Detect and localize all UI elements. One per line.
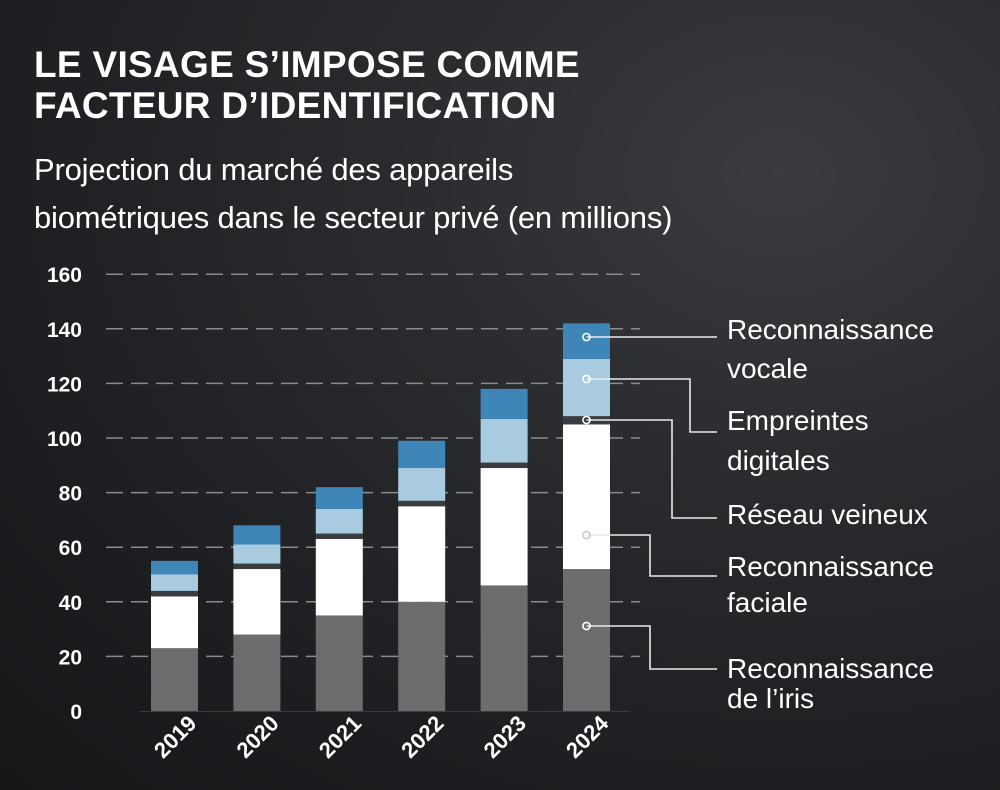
bar-2020-empreintes-digitales	[233, 544, 281, 564]
bar-2024-reconnaissance-de-l-iris	[563, 569, 610, 711]
bar-2023-empreintes-digitales	[480, 418, 528, 463]
bar-2021-empreintes-digitales	[315, 508, 363, 534]
chart-subtitle: Projection du marché des appareils biomé…	[34, 146, 672, 242]
y-axis: 0 20 40 60 80 100 120 140 160	[47, 264, 82, 724]
x-tick-label-2021: 2021	[314, 711, 366, 763]
y-tick-label-160: 160	[47, 264, 82, 287]
bar-2022-reconnaissance-vocale	[398, 440, 446, 469]
bar-stack-2020	[233, 525, 281, 711]
bar-stack-2024	[563, 323, 610, 711]
y-tick-label-40: 40	[59, 592, 82, 615]
bar-2021-reseau-veineux	[315, 533, 363, 540]
legend-label: Reconnaissance	[727, 653, 934, 684]
legend-leader-line	[586, 419, 717, 519]
chart-title-line-1: LE VISAGE S’IMPOSE COMME	[34, 44, 580, 85]
legend-label: faciale	[727, 587, 808, 618]
bar-2024-empreintes-digitales	[563, 358, 610, 417]
legend-leader-line	[586, 378, 717, 433]
bar-2020-reconnaissance-vocale	[233, 525, 281, 545]
bar-2019-reconnaissance-faciale	[151, 596, 198, 649]
y-tick-label-20: 20	[59, 646, 82, 669]
bar-stack-2023	[480, 388, 528, 711]
legend-leader-dot	[582, 621, 591, 631]
chart-title-line-2: FACTEUR D’IDENTIFICATION	[34, 85, 557, 126]
bar-2021-reconnaissance-faciale	[315, 539, 363, 616]
y-tick-label-100: 100	[47, 428, 82, 451]
legend-label: Empreintes	[727, 405, 869, 436]
legend-item-reconnaissance-faciale: Reconnaissance faciale	[582, 530, 934, 618]
y-tick-label-120: 120	[47, 373, 82, 396]
y-tick-label-80: 80	[59, 483, 82, 506]
legend-leader-dot	[582, 374, 591, 384]
x-tick-label-2022: 2022	[396, 711, 448, 763]
chart-subtitle-line-1: Projection du marché des appareils	[34, 152, 514, 187]
bar-2019-empreintes-digitales	[151, 574, 198, 591]
bar-2023-reconnaissance-faciale	[480, 468, 528, 586]
y-tick-label-140: 140	[47, 319, 82, 342]
legend-leader-dot	[582, 415, 591, 425]
bar-2021-reconnaissance-vocale	[315, 487, 363, 509]
bar-2022-empreintes-digitales	[398, 468, 446, 501]
legend-item-reseau-veineux: Réseau veineux	[582, 415, 928, 530]
bars	[140, 323, 630, 712]
legend-label: digitales	[727, 445, 830, 476]
x-tick-label-2019: 2019	[149, 711, 201, 763]
bar-2021-reconnaissance-de-l-iris	[315, 615, 363, 711]
bar-2023-reseau-veineux	[480, 462, 528, 469]
bar-2023-reconnaissance-vocale	[480, 388, 528, 419]
chart-subtitle-line-2: biométriques dans le secteur privé (en m…	[34, 200, 673, 235]
legend-leader-dot	[582, 332, 591, 342]
bar-2020-reconnaissance-de-l-iris	[233, 634, 281, 711]
legend-label: Réseau veineux	[727, 499, 928, 530]
bar-2019-reconnaissance-vocale	[151, 560, 198, 575]
chart-title: LE VISAGE S’IMPOSE COMME FACTEUR D’IDENT…	[34, 44, 580, 126]
y-tick-label-60: 60	[59, 537, 82, 560]
x-tick-label-2020: 2020	[231, 711, 283, 763]
bar-stack-2022	[398, 440, 446, 711]
legend-label: de l’iris	[727, 683, 814, 714]
x-tick-label-2023: 2023	[479, 711, 531, 763]
bar-stack-2019	[151, 560, 198, 711]
bar-2024-reconnaissance-faciale	[563, 424, 610, 570]
x-tick-label-2024: 2024	[561, 710, 614, 763]
bar-2020-reseau-veineux	[233, 563, 281, 570]
bar-2022-reconnaissance-de-l-iris	[398, 601, 446, 711]
legend-label: Reconnaissance	[727, 314, 934, 345]
legend-label: Reconnaissance	[727, 551, 934, 582]
bar-2023-reconnaissance-de-l-iris	[480, 585, 528, 711]
x-axis: 2019 2020 2021 2022 2023 2024	[149, 710, 614, 763]
legend-item-reconnaissance-vocale: Reconnaissance vocale	[582, 314, 934, 384]
bar-stack-2021	[315, 487, 363, 711]
y-tick-label-0: 0	[70, 701, 82, 724]
bar-2022-reseau-veineux	[398, 500, 446, 507]
legend-leader-line	[586, 625, 717, 670]
legend-leader-dot	[582, 530, 591, 540]
bar-2019-reconnaissance-de-l-iris	[151, 648, 198, 711]
bar-2019-reseau-veineux	[151, 590, 198, 597]
legend-leader-line	[586, 534, 717, 577]
bar-2022-reconnaissance-faciale	[398, 506, 446, 602]
legend-item-empreintes-digitales: Empreintes digitales	[582, 374, 869, 476]
bar-2020-reconnaissance-faciale	[233, 569, 281, 635]
legend-label: vocale	[727, 353, 808, 384]
